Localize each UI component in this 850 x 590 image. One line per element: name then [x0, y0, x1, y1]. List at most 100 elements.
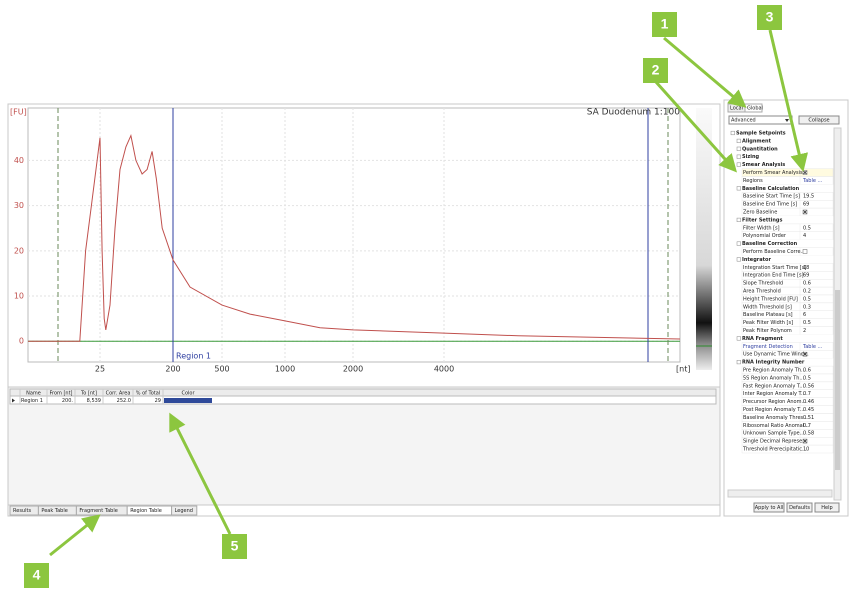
button-label[interactable]: Defaults [789, 505, 810, 511]
group-row [728, 137, 833, 145]
column-header: Corr. Area [106, 390, 131, 396]
property-label: Peak Filter Polynom [743, 328, 792, 334]
expander [736, 336, 741, 341]
property-label: Pre Region Anomaly Th... [743, 368, 806, 374]
y-tick-label: 30 [14, 201, 24, 210]
button[interactable] [753, 502, 785, 513]
property-label: Perform Smear Analysis [743, 170, 803, 176]
property-label: Regions [743, 178, 763, 184]
button-label[interactable]: Help [821, 505, 832, 511]
property-value: Table ... [802, 178, 823, 184]
tab-label[interactable]: Peak Table [41, 508, 67, 514]
callout-number: 5 [231, 538, 239, 554]
y-axis-label: [FU] [10, 108, 27, 117]
property-value: 0.58 [803, 431, 814, 437]
property-label: Threshold Prerecipitatic... [742, 447, 807, 453]
column-header: Name [26, 390, 41, 396]
column-header: % of Total [136, 390, 160, 396]
property-label: Polynomial Order [743, 233, 787, 239]
property-label: Area Threshold [743, 289, 781, 295]
group-row [728, 358, 833, 367]
expander [736, 162, 741, 167]
expander [736, 217, 741, 222]
callout-box [643, 58, 668, 83]
property-value: 0.7 [803, 423, 811, 429]
button-label[interactable]: Apply to All [755, 505, 784, 511]
group-row [728, 239, 833, 248]
callout-number: 3 [766, 9, 774, 25]
x-tick-label: 500 [214, 365, 229, 374]
dropdown-label[interactable]: Advanced [731, 118, 756, 124]
row-pointer [12, 398, 15, 403]
cell: 200. [62, 398, 74, 404]
tab-label[interactable]: Fragment Table [79, 508, 117, 514]
expander [736, 154, 741, 159]
property-label: Single Decimal Represe... [743, 439, 807, 445]
button[interactable] [786, 502, 813, 513]
cell: 252.0 [117, 398, 131, 404]
color-swatch [164, 398, 212, 403]
tab-label[interactable]: Legend [175, 508, 193, 514]
x-tick-label: 25 [95, 365, 105, 374]
property-label: Width Threshold [s] [743, 304, 792, 310]
panel-tab[interactable] [744, 103, 763, 113]
group-row [728, 216, 833, 224]
property-label: Filter Width [s] [743, 225, 780, 231]
x-tick-label: 200 [165, 365, 180, 374]
cell: 8,539 [87, 398, 101, 404]
group-row [728, 129, 833, 137]
property-value: 10 [803, 447, 809, 453]
cell: Region 1 [21, 398, 43, 404]
property-label: Inter Region Anomaly T... [743, 391, 806, 397]
panel-tab-label[interactable]: Local [730, 106, 743, 112]
tab-label[interactable]: Results [13, 508, 31, 514]
property-label: Perform Baseline Corre... [743, 249, 806, 255]
button[interactable] [814, 502, 840, 513]
table-header [9, 388, 717, 397]
callout-box [652, 12, 677, 37]
tab-label[interactable]: Region Table [130, 508, 162, 514]
property-value: 0.5 [803, 296, 811, 302]
property-label: Height Threshold [FU] [743, 296, 798, 302]
property-value: 0.51 [803, 415, 814, 421]
property-label: Ribosomal Ratio Anomal... [743, 423, 809, 429]
column-header: Color [181, 390, 195, 396]
property-value: 6 [803, 312, 806, 318]
y-tick-label: 20 [14, 246, 24, 255]
expander [730, 130, 735, 136]
group-row [728, 255, 833, 264]
checkmark [803, 439, 807, 443]
property-value: 0.7 [803, 391, 811, 397]
property-label: Use Dynamic Time Wind... [743, 352, 809, 358]
expander [736, 241, 741, 246]
property-label: Zero Baseline [743, 210, 777, 216]
group-label: RNA Integrity Number [742, 360, 805, 366]
panel-tab-label[interactable]: Global [747, 106, 763, 112]
property-value: 0.6 [803, 281, 811, 287]
cell: 29 [155, 398, 161, 404]
property-label: Unknown Sample Type... [743, 431, 805, 437]
property-label: Baseline End Time [s] [743, 202, 797, 208]
group-label: Quantitation [742, 146, 778, 152]
collapse-label[interactable]: Collapse [808, 118, 829, 124]
group-label: RNA Fragment [742, 336, 783, 342]
plot-area [27, 107, 681, 363]
tab[interactable] [171, 505, 198, 516]
group-row [728, 144, 833, 153]
property-label: Post Region Anomaly T... [743, 407, 805, 413]
checkbox[interactable] [802, 249, 808, 254]
x-tick-label: 1000 [275, 365, 295, 374]
region-label: Region 1 [176, 352, 211, 361]
dropdown-arrow [785, 119, 789, 122]
callout-box [24, 563, 49, 588]
checkmark [803, 210, 807, 214]
trace [28, 133, 681, 342]
expander [736, 146, 741, 151]
group-label: Sizing [742, 154, 759, 160]
property-value: 18 [803, 265, 809, 271]
collapse-button[interactable] [798, 115, 840, 125]
callout-number: 4 [33, 567, 41, 583]
property-label: Precursor Region Anom... [743, 399, 807, 405]
property-value: 0.56 [803, 383, 814, 389]
